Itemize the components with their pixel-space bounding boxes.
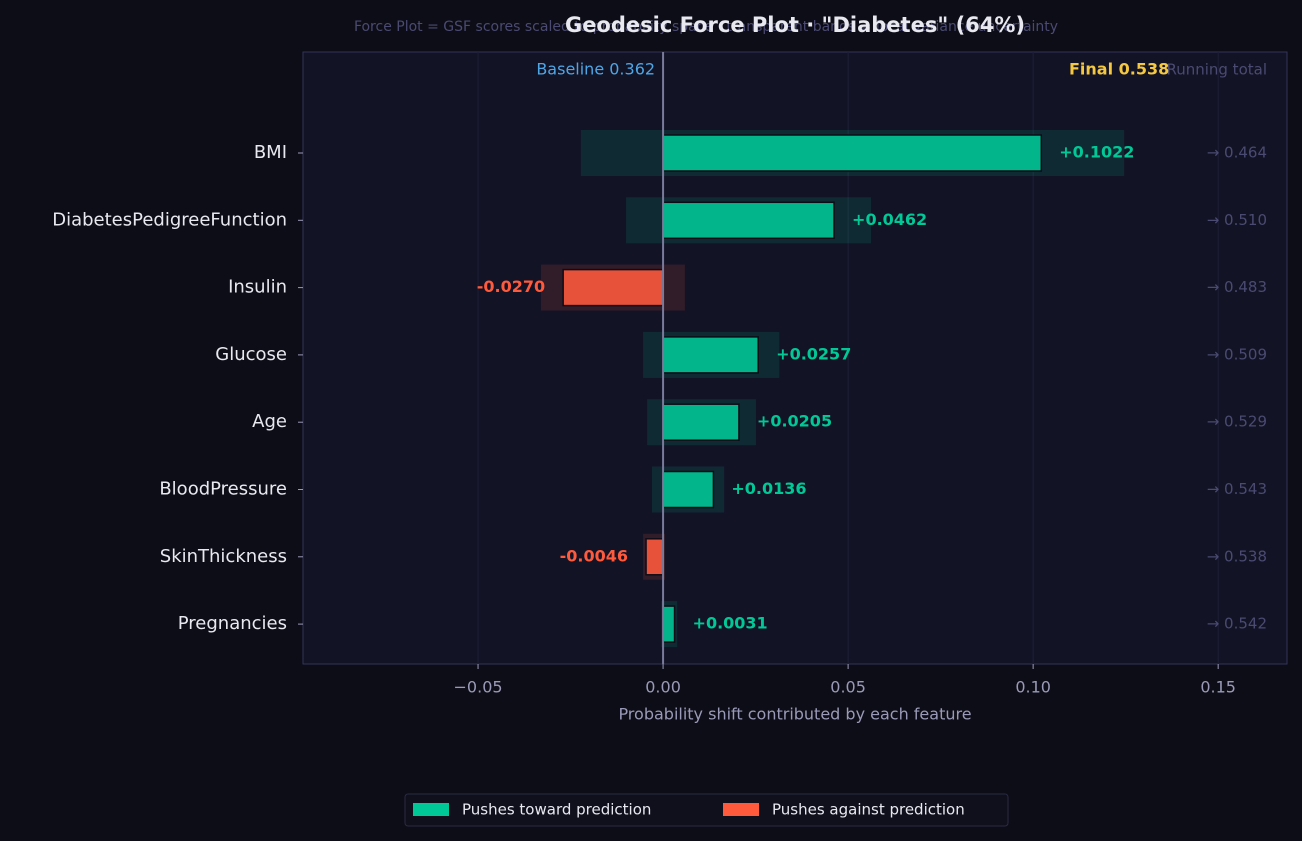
- y-tick-label: BMI: [254, 142, 287, 163]
- baseline-label: Baseline 0.362: [536, 60, 655, 79]
- running-total: → 0.510: [1207, 211, 1267, 229]
- legend-box: [404, 793, 1009, 827]
- y-tick-label: DiabetesPedigreeFunction: [52, 209, 287, 230]
- x-tick-label: −0.05: [454, 678, 503, 697]
- running-total: → 0.509: [1207, 345, 1267, 363]
- running-total: → 0.529: [1207, 413, 1267, 431]
- y-tick-label: SkinThickness: [160, 546, 287, 567]
- y-tick-label: Pregnancies: [178, 613, 287, 634]
- y-tick-label: Age: [252, 411, 287, 432]
- running-total: → 0.542: [1207, 615, 1267, 633]
- value-label: +0.1022: [1059, 143, 1134, 162]
- running-total-header: Running total: [1166, 61, 1267, 79]
- x-tick-label: 0.05: [830, 678, 866, 697]
- bar: [662, 403, 740, 441]
- running-total: → 0.543: [1207, 480, 1267, 498]
- bar: [662, 336, 759, 374]
- y-tick-label: Glucose: [215, 344, 287, 365]
- value-label: -0.0270: [477, 277, 545, 296]
- x-axis-label: Probability shift contributed by each fe…: [618, 705, 971, 724]
- value-label: +0.0257: [776, 344, 851, 363]
- value-label: +0.0462: [852, 210, 927, 229]
- bar: [645, 538, 664, 576]
- value-label: +0.0031: [693, 614, 768, 633]
- running-total: → 0.538: [1207, 547, 1267, 565]
- bar: [662, 201, 835, 240]
- bar: [662, 134, 1043, 172]
- x-tick-label: 0.10: [1015, 678, 1051, 697]
- bar: [662, 470, 715, 509]
- y-tick-label: Insulin: [228, 277, 287, 298]
- x-tick-label: 0.15: [1200, 678, 1236, 697]
- bar: [562, 268, 664, 307]
- bar: [662, 605, 676, 643]
- legend-label: Pushes against prediction: [772, 801, 965, 819]
- running-total: → 0.483: [1207, 278, 1267, 296]
- legend-swatch: [723, 803, 759, 816]
- value-label: -0.0046: [560, 546, 628, 565]
- legend-swatch: [413, 803, 449, 816]
- value-label: +0.0205: [757, 412, 832, 431]
- value-label: +0.0136: [731, 479, 806, 498]
- chart-subtitle: Force Plot = GSF scores scaled to probab…: [354, 19, 1058, 35]
- x-tick-label: 0.00: [645, 678, 681, 697]
- running-total: → 0.464: [1207, 144, 1267, 162]
- chart-title: Geodesic Force Plot · "Diabetes" (64%): [565, 13, 1025, 37]
- y-tick-label: BloodPressure: [159, 479, 287, 500]
- legend-label: Pushes toward prediction: [462, 801, 651, 819]
- final-label: Final 0.538: [1069, 60, 1169, 79]
